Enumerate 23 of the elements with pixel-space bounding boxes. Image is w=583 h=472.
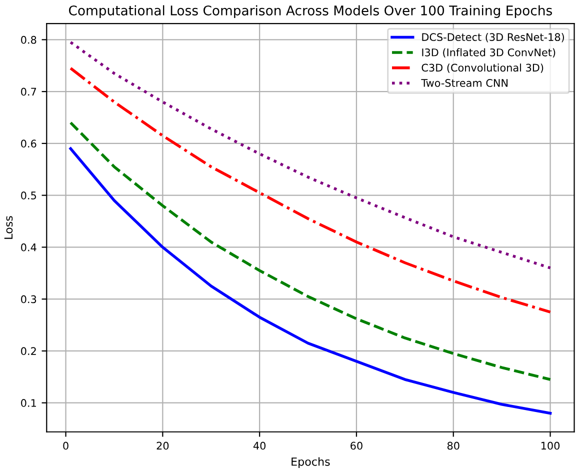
legend-label: C3D (Convolutional 3D)	[422, 64, 544, 73]
line-series	[69, 121, 552, 381]
x-axis-title: Epochs	[292, 457, 330, 468]
x-tick-label: 20	[156, 442, 169, 450]
legend-label: Two-Stream CNN	[421, 79, 508, 87]
y-tick-label: 0.5	[21, 192, 36, 200]
x-tick-label: 60	[350, 442, 362, 450]
y-axis-title: Loss	[4, 216, 13, 239]
y-tick-label: 0.8	[21, 36, 36, 44]
legend-label: DCS-Detect (3D ResNet-18)	[422, 32, 564, 42]
legend-label: I3D (Inflated 3D ConvNet)	[422, 48, 556, 58]
x-tick-label: 100	[541, 442, 560, 450]
y-tick-label: 0.3	[21, 295, 36, 304]
line-series	[69, 147, 552, 415]
x-tick-label: 80	[447, 442, 460, 450]
y-tick-label: 0.2	[21, 347, 36, 356]
x-tick-label: 40	[253, 442, 266, 450]
y-tick-label: 0.4	[21, 243, 36, 252]
x-tick-label: 0	[63, 442, 68, 450]
y-tick-label: 0.7	[21, 88, 36, 96]
y-tick-label: 0.6	[21, 140, 36, 148]
y-tick-label: 0.1	[21, 399, 36, 407]
chart-title: Computational Loss Comparison Across Models Over 100 Training Epochs	[68, 5, 552, 18]
